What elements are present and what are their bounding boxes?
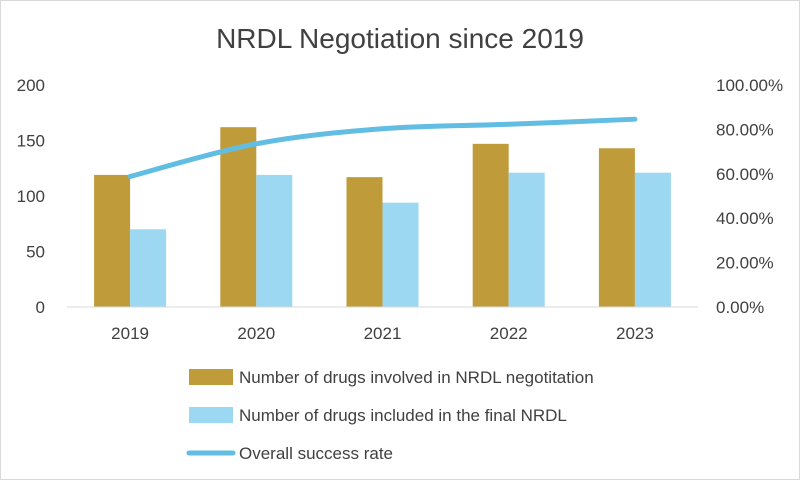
bar-involved-2021 — [346, 177, 383, 307]
bar-included-2021 — [382, 202, 419, 307]
y2-tick-label: 0.00% — [716, 298, 764, 317]
legend-label: Number of drugs involved in NRDL negotit… — [239, 368, 594, 387]
bar-involved-2019 — [94, 174, 131, 307]
legend: Number of drugs involved in NRDL negotit… — [186, 368, 594, 463]
y2-tick-label: 60.00% — [716, 165, 774, 184]
plot-area: 0 50 100 150 200 0.00% 20.00% 40.00% 60.00% 80.00… — [17, 76, 784, 343]
y-tick-label: 100 — [17, 187, 45, 206]
y-tick-label: 0 — [36, 298, 45, 317]
y2-tick-label: 40.00% — [716, 209, 774, 228]
bar-included-2022 — [508, 172, 545, 307]
bar-included-2023 — [634, 172, 671, 307]
legend-label: Overall success rate — [239, 444, 393, 463]
y2-tick-label: 100.00% — [716, 76, 783, 95]
bar-included-2020 — [256, 174, 293, 307]
legend-label: Number of drugs included in the final NR… — [239, 406, 567, 425]
bar-involved-2022 — [472, 143, 509, 307]
legend-swatch-included — [189, 407, 233, 423]
bar-included-2019 — [130, 229, 167, 307]
legend-swatch-involved — [189, 369, 233, 385]
bar-involved-2020 — [220, 127, 257, 308]
y2-tick-label: 80.00% — [716, 120, 774, 139]
bar-involved-2023 — [598, 148, 635, 307]
success-rate-line — [127, 116, 638, 179]
x-tick-label: 2023 — [616, 324, 654, 343]
x-tick-label: 2020 — [237, 324, 275, 343]
chart-title: NRDL Negotiation since 2019 — [216, 23, 584, 54]
y-tick-label: 200 — [17, 76, 45, 95]
x-tick-label: 2021 — [364, 324, 402, 343]
x-tick-label: 2022 — [490, 324, 528, 343]
y-tick-label: 150 — [17, 132, 45, 151]
y-tick-label: 50 — [26, 243, 45, 262]
x-tick-label: 2019 — [111, 324, 149, 343]
y2-tick-label: 20.00% — [716, 254, 774, 273]
